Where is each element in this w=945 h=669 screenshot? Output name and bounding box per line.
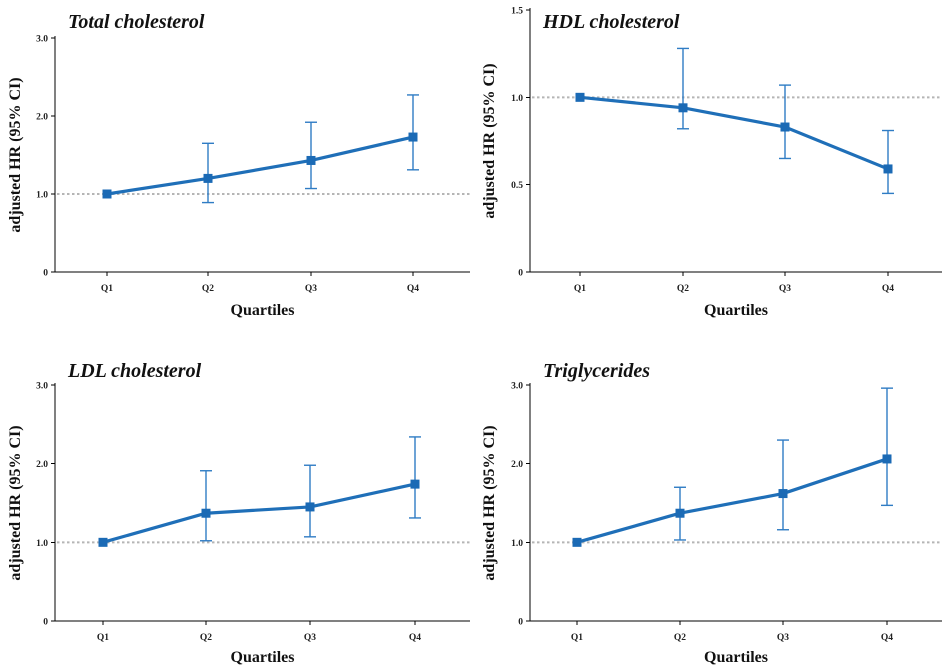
chart-panel-3: 0 1.0 2.0 3.0 Q1 Q2 Q3 Q4 LDL cholesterol Quartil… xyxy=(7,360,470,666)
y-tick-label: 2.0 xyxy=(36,113,48,123)
x-tick-label: Q4 xyxy=(881,633,893,643)
data-point xyxy=(102,189,112,199)
chart-panel-4: 0 1.0 2.0 3.0 Q1 Q2 Q3 Q4 Triglycerides Quartiles… xyxy=(481,360,942,666)
series-line xyxy=(106,135,414,196)
chart-panel-1: 0 1.0 2.0 3.0 Q1 Q2 Q3 Q4 Total cholesterol Quart… xyxy=(7,11,470,319)
y-tick-label: 3.0 xyxy=(36,35,48,45)
series-line xyxy=(102,482,416,544)
data-point xyxy=(305,502,315,512)
y-tick-label: 0 xyxy=(43,618,48,628)
x-tick-label: Q2 xyxy=(677,284,689,294)
panel-title: HDL cholesterol xyxy=(542,11,680,33)
x-tick-label: Q2 xyxy=(674,633,686,643)
data-point xyxy=(203,173,213,183)
x-tick-label: Q2 xyxy=(202,284,214,294)
x-axis-title: Quartiles xyxy=(231,649,295,666)
y-tick-label: 2.0 xyxy=(36,460,48,470)
y-tick-label: 3.0 xyxy=(511,382,523,392)
y-axis-title: adjusted HR (95% CI) xyxy=(7,77,24,232)
x-tick-label: Q1 xyxy=(574,284,586,294)
data-point xyxy=(778,489,788,499)
x-tick-label: Q1 xyxy=(101,284,113,294)
x-axis-title: Quartiles xyxy=(704,302,768,319)
y-tick-label: 0 xyxy=(518,618,523,628)
series-line xyxy=(579,95,889,171)
data-point xyxy=(201,508,211,518)
x-tick-label: Q4 xyxy=(409,633,421,643)
data-point xyxy=(780,122,790,132)
y-tick-label: 1.0 xyxy=(511,94,523,104)
data-point xyxy=(410,479,420,489)
y-tick-label: 0.5 xyxy=(511,181,523,191)
series-line xyxy=(576,457,888,544)
chart-panel-2: 0 0.5 1.0 1.5 Q1 Q2 Q3 Q4 HDL cholesterol Quartil… xyxy=(481,7,942,319)
y-axis-title: adjusted HR (95% CI) xyxy=(481,425,498,580)
x-tick-label: Q3 xyxy=(777,633,789,643)
x-tick-label: Q3 xyxy=(304,633,316,643)
x-tick-label: Q4 xyxy=(407,284,419,294)
y-tick-label: 1.0 xyxy=(36,539,48,549)
data-point xyxy=(882,454,892,464)
x-axis-title: Quartiles xyxy=(704,649,768,666)
data-point xyxy=(408,132,418,142)
panel-title: LDL cholesterol xyxy=(67,360,202,382)
data-point xyxy=(678,103,688,113)
x-tick-label: Q1 xyxy=(97,633,109,643)
y-tick-label: 1.0 xyxy=(511,539,523,549)
y-tick-label: 0 xyxy=(43,269,48,279)
x-tick-label: Q2 xyxy=(200,633,212,643)
y-axis-title: adjusted HR (95% CI) xyxy=(481,63,498,218)
x-tick-label: Q3 xyxy=(305,284,317,294)
x-axis-title: Quartiles xyxy=(231,302,295,319)
y-tick-label: 0 xyxy=(518,269,523,279)
data-point xyxy=(575,92,585,102)
data-point xyxy=(98,537,108,547)
y-axis-title: adjusted HR (95% CI) xyxy=(7,425,24,580)
panel-title: Total cholesterol xyxy=(68,11,205,33)
x-tick-label: Q1 xyxy=(571,633,583,643)
data-point xyxy=(675,508,685,518)
y-tick-label: 3.0 xyxy=(36,382,48,392)
y-tick-label: 1.0 xyxy=(36,191,48,201)
panel-title: Triglycerides xyxy=(543,360,650,382)
x-tick-label: Q4 xyxy=(882,284,894,294)
data-point xyxy=(572,537,582,547)
data-point xyxy=(306,155,316,165)
x-tick-label: Q3 xyxy=(779,284,791,294)
data-point xyxy=(883,164,893,174)
y-tick-label: 1.5 xyxy=(511,7,523,17)
y-tick-label: 2.0 xyxy=(511,460,523,470)
